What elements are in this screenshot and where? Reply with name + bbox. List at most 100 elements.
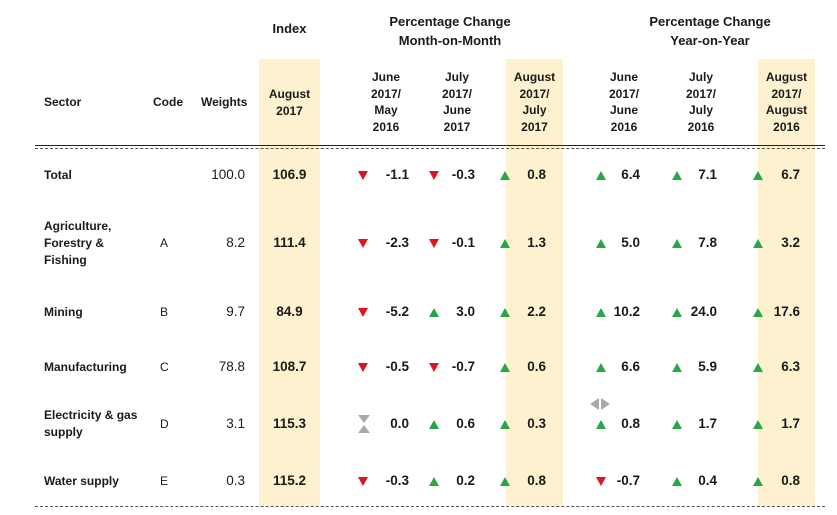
percent-change-value: -2.3 <box>385 235 409 250</box>
up-arrow-icon <box>596 363 606 372</box>
percent-change-value: 5.0 <box>621 235 640 250</box>
up-arrow-icon <box>596 420 606 429</box>
percent-change-value: 0.8 <box>781 473 800 488</box>
up-arrow-icon <box>753 171 763 180</box>
up-arrow-icon <box>753 363 763 372</box>
up-arrow-icon <box>429 477 439 486</box>
percent-change-value: 0.3 <box>527 416 546 431</box>
up-arrow-icon <box>672 171 682 180</box>
index-value: 111.4 <box>273 235 306 250</box>
percent-change-value: 2.2 <box>527 304 546 319</box>
percent-change-value: 0.0 <box>390 416 409 431</box>
up-arrow-icon <box>672 477 682 486</box>
period-header: June 2017/ June 2016 <box>608 70 640 134</box>
index-value: 115.2 <box>272 473 307 488</box>
index-value: 106.9 <box>272 167 307 182</box>
sector-weight: 8.2 <box>226 235 245 250</box>
down-arrow-icon <box>358 239 368 248</box>
percent-change-value: 0.2 <box>456 473 475 488</box>
sector-weight: 100.0 <box>211 167 245 182</box>
up-arrow-icon <box>596 239 606 248</box>
percent-change-value: 10.2 <box>613 304 640 319</box>
bottom-rule <box>35 506 825 507</box>
percent-change-value: 1.7 <box>781 416 800 431</box>
percent-change-value: -0.3 <box>451 167 475 182</box>
period-header: July 2017/ June 2017 <box>441 70 473 134</box>
sector-code: A <box>160 236 169 250</box>
percent-change-value: 0.6 <box>456 416 475 431</box>
percent-change-value: 5.9 <box>698 359 717 374</box>
up-arrow-icon <box>500 239 510 248</box>
up-arrow-icon <box>753 308 763 317</box>
sector-code: C <box>160 360 169 374</box>
up-arrow-icon <box>672 363 682 372</box>
up-arrow-icon <box>596 308 606 317</box>
up-arrow-icon <box>500 363 510 372</box>
percent-change-value: 6.6 <box>621 359 640 374</box>
percent-change-value: 3.0 <box>456 304 475 319</box>
sector-name: Electricity & gas supply <box>44 408 138 439</box>
percent-change-value: 0.8 <box>527 473 546 488</box>
index-title: Index <box>272 21 307 36</box>
percent-change-value: -0.7 <box>616 473 640 488</box>
period-header: August 2017 <box>268 87 311 118</box>
percent-change-value: 3.2 <box>781 235 800 250</box>
sector-name: Total <box>44 167 72 182</box>
sector-header: Sector <box>44 95 82 109</box>
sector-code: D <box>160 417 169 431</box>
header-rule-dashed <box>35 148 825 149</box>
period-header: August 2017/ August 2016 <box>765 70 808 134</box>
sector-weight: 9.7 <box>226 304 245 319</box>
down-arrow-icon <box>358 477 368 486</box>
down-arrow-icon <box>429 239 439 248</box>
up-arrow-icon <box>429 420 439 429</box>
up-arrow-icon <box>672 420 682 429</box>
down-arrow-icon <box>358 363 368 372</box>
percent-change-value: 6.7 <box>781 167 800 182</box>
header-rule <box>35 145 825 146</box>
percent-change-value: -5.2 <box>385 304 409 319</box>
mom-title: Percentage Change Month-on-Month <box>389 14 511 48</box>
percent-change-value: 0.6 <box>527 359 546 374</box>
sector-name: Mining <box>44 304 83 319</box>
up-arrow-icon <box>753 477 763 486</box>
sector-weight: 0.3 <box>226 473 245 488</box>
sector-name: Water supply <box>44 473 119 488</box>
up-arrow-icon <box>500 171 510 180</box>
percent-change-value: 0.8 <box>621 416 640 431</box>
highlight-index-column <box>259 59 320 506</box>
percent-change-value: 6.3 <box>781 359 800 374</box>
percent-change-value: 0.8 <box>527 167 546 182</box>
down-arrow-icon <box>358 308 368 317</box>
percent-change-value: 24.0 <box>690 304 717 319</box>
sector-code: B <box>160 305 169 319</box>
code-header: Code <box>153 95 183 109</box>
sector-name: Manufacturing <box>44 359 127 374</box>
yoy-title: Percentage Change Year-on-Year <box>649 14 771 48</box>
sector-name: Agriculture, Forestry & Fishing <box>44 218 112 267</box>
down-arrow-icon <box>358 171 368 180</box>
down-arrow-icon <box>429 171 439 180</box>
sector-code: E <box>160 474 169 488</box>
highlight-yoy-august-column <box>758 59 815 506</box>
weights-header: Weights <box>201 95 248 109</box>
up-arrow-icon <box>429 308 439 317</box>
up-arrow-icon <box>596 171 606 180</box>
up-arrow-icon <box>500 420 510 429</box>
percent-change-value: -1.1 <box>385 167 409 182</box>
highlight-mom-august-column <box>506 59 563 506</box>
up-arrow-icon <box>753 239 763 248</box>
period-header: July 2017/ July 2016 <box>685 70 717 134</box>
up-arrow-icon <box>500 308 510 317</box>
percent-change-value: 6.4 <box>621 167 640 182</box>
percent-change-value: 17.6 <box>773 304 800 319</box>
percent-change-value: 1.7 <box>698 416 717 431</box>
percent-change-value: -0.1 <box>451 235 475 250</box>
sector-weight: 78.8 <box>218 359 245 374</box>
up-arrow-icon <box>753 420 763 429</box>
index-value: 115.3 <box>272 416 307 431</box>
flat-trend-icon <box>358 415 370 433</box>
percent-change-value: -0.3 <box>385 473 409 488</box>
percent-change-value: 7.8 <box>698 235 717 250</box>
up-arrow-icon <box>672 308 682 317</box>
